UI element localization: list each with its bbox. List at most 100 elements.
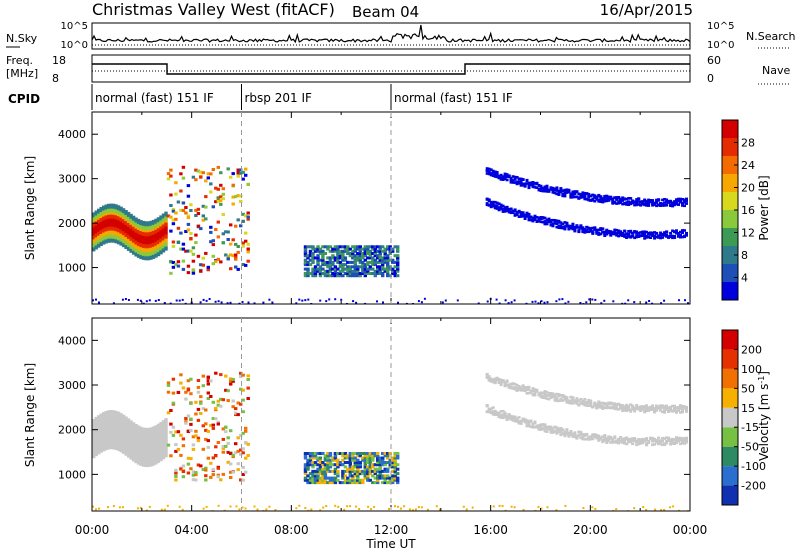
data-cell bbox=[161, 231, 166, 235]
data-cell bbox=[677, 437, 680, 441]
data-cell bbox=[541, 220, 545, 224]
data-cell bbox=[393, 478, 397, 482]
nave-tick-top: 60 bbox=[707, 54, 721, 67]
data-cell bbox=[209, 475, 213, 479]
data-cell bbox=[114, 416, 118, 420]
data-cell bbox=[631, 437, 635, 440]
data-cell bbox=[653, 201, 657, 205]
data-cell bbox=[109, 428, 113, 432]
data-cell bbox=[116, 219, 121, 223]
data-cell bbox=[563, 430, 567, 434]
data-cell bbox=[497, 411, 501, 415]
data-cell bbox=[373, 263, 377, 267]
data-cell bbox=[159, 229, 163, 233]
data-cell bbox=[104, 206, 108, 210]
data-cell bbox=[154, 453, 158, 457]
data-cell bbox=[109, 207, 113, 211]
data-cell bbox=[653, 235, 657, 239]
data-cell bbox=[244, 429, 248, 433]
data-cell bbox=[321, 258, 325, 262]
data-cell bbox=[383, 269, 387, 273]
data-cell bbox=[336, 274, 340, 278]
data-cell bbox=[109, 422, 113, 426]
data-cell bbox=[321, 272, 325, 275]
data-cell bbox=[129, 448, 133, 452]
data-cell bbox=[196, 436, 201, 440]
data-cell bbox=[139, 506, 142, 509]
data-cell bbox=[231, 254, 235, 258]
data-cell bbox=[154, 457, 158, 461]
data-cell bbox=[361, 254, 365, 258]
data-cell bbox=[303, 249, 308, 253]
data-cell bbox=[348, 467, 352, 471]
data-cell bbox=[583, 193, 587, 197]
data-cell bbox=[97, 419, 101, 423]
data-cell bbox=[196, 212, 201, 215]
data-cell bbox=[325, 505, 328, 507]
data-cell bbox=[517, 182, 521, 185]
data-cell bbox=[94, 437, 98, 441]
data-cell bbox=[517, 210, 521, 214]
data-cell bbox=[97, 214, 101, 218]
data-cell bbox=[211, 426, 215, 430]
data-cell bbox=[368, 254, 372, 258]
data-cell bbox=[351, 256, 355, 260]
data-cell bbox=[495, 175, 499, 179]
data-cell bbox=[141, 459, 146, 463]
data-cell bbox=[637, 442, 641, 445]
data-cell bbox=[495, 377, 499, 381]
data-cell bbox=[308, 461, 313, 464]
data-cell bbox=[107, 223, 111, 227]
data-cell bbox=[505, 175, 509, 178]
data-cell bbox=[675, 199, 678, 203]
colorbar-swatch bbox=[722, 407, 738, 428]
data-cell bbox=[316, 474, 320, 478]
data-cell bbox=[336, 465, 340, 469]
data-cell bbox=[214, 454, 218, 458]
data-cell bbox=[366, 454, 370, 458]
data-cell bbox=[493, 379, 497, 383]
data-cell bbox=[529, 183, 533, 187]
data-cell bbox=[174, 449, 178, 453]
data-cell bbox=[156, 245, 161, 249]
data-cell bbox=[209, 230, 213, 234]
data-cell bbox=[603, 402, 607, 406]
data-cell bbox=[229, 382, 233, 386]
data-cell bbox=[621, 404, 625, 407]
data-cell bbox=[678, 299, 680, 302]
data-cell bbox=[505, 178, 509, 182]
data-cell bbox=[99, 209, 103, 212]
data-cell bbox=[226, 450, 230, 454]
data-cell bbox=[373, 258, 377, 262]
data-cell bbox=[181, 464, 186, 468]
data-cell bbox=[575, 190, 579, 193]
data-cell bbox=[92, 299, 94, 302]
data-cell bbox=[171, 244, 176, 248]
data-cell bbox=[605, 194, 609, 198]
data-cell bbox=[163, 508, 166, 511]
data-cell bbox=[111, 211, 116, 215]
data-cell bbox=[341, 472, 345, 476]
data-cell bbox=[124, 428, 128, 432]
data-cell bbox=[229, 223, 233, 227]
colorbar-swatch bbox=[722, 174, 738, 192]
data-cell bbox=[513, 299, 516, 302]
data-cell bbox=[107, 229, 111, 233]
data-cell bbox=[605, 196, 609, 200]
data-cell bbox=[97, 441, 101, 445]
data-cell bbox=[149, 453, 153, 457]
data-cell bbox=[149, 459, 153, 463]
data-cell bbox=[381, 458, 385, 462]
data-cell bbox=[386, 274, 390, 278]
data-cell bbox=[139, 230, 143, 234]
data-cell bbox=[326, 245, 330, 249]
data-cell bbox=[316, 469, 320, 473]
data-cell bbox=[675, 232, 678, 235]
data-cell bbox=[391, 474, 395, 478]
data-cell bbox=[575, 435, 579, 438]
data-cell bbox=[491, 410, 495, 413]
data-cell bbox=[109, 410, 113, 413]
data-cell bbox=[229, 452, 233, 456]
data-cell bbox=[134, 229, 138, 233]
data-cell bbox=[159, 438, 163, 442]
